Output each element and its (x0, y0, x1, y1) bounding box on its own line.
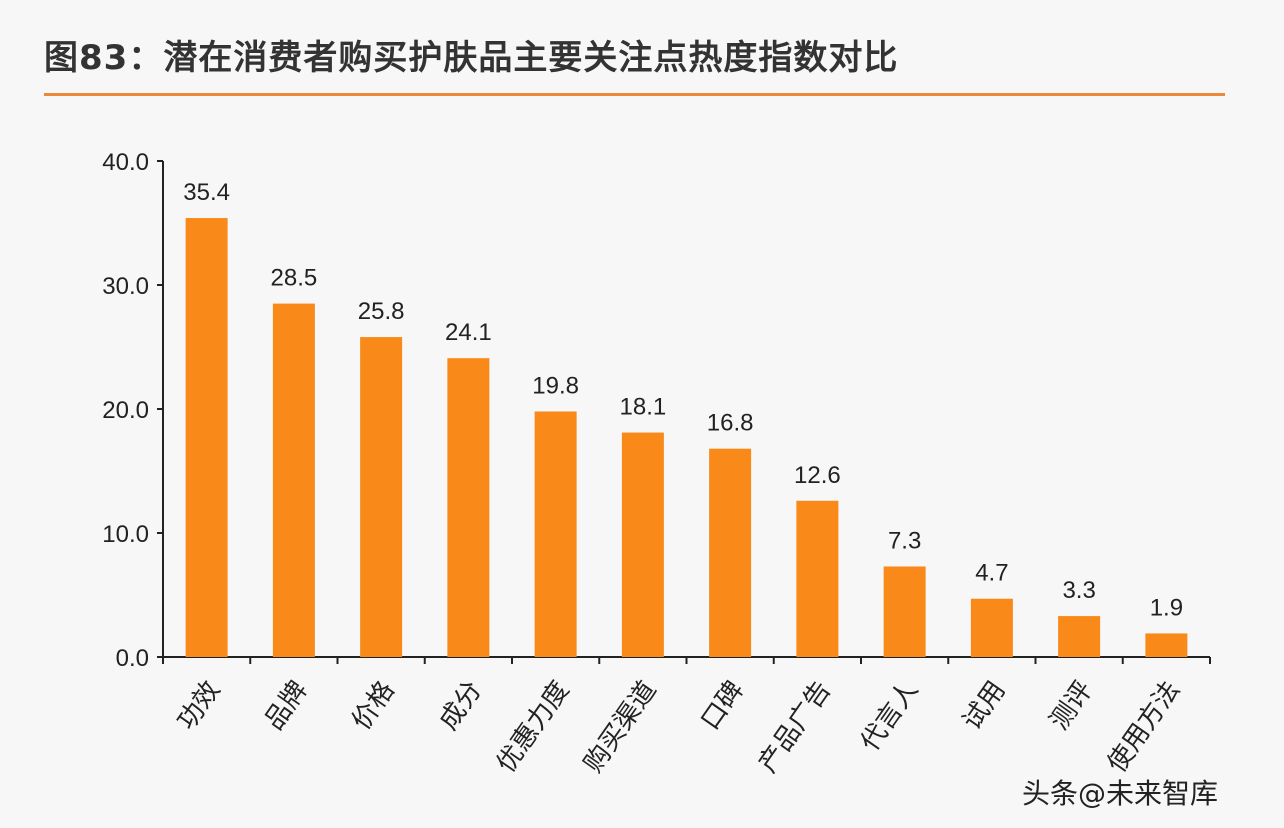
x-tick-label: 代言人 (855, 676, 924, 757)
x-tick-label: 购买渠道 (578, 676, 662, 778)
data-label: 12.6 (794, 462, 841, 489)
data-label: 19.8 (532, 372, 579, 399)
chart-title: 图83：潜在消费者购买护肤品主要关注点热度指数对比 (44, 38, 899, 78)
data-label: 35.4 (183, 179, 230, 206)
data-label: 18.1 (620, 394, 667, 421)
data-label: 24.1 (445, 319, 492, 346)
y-tick-label: 10.0 (102, 521, 149, 548)
x-tick-label: 试用 (957, 676, 1011, 736)
bar (970, 598, 1013, 657)
bar (534, 411, 577, 657)
x-tick-label: 功效 (172, 676, 226, 736)
data-label: 1.9 (1150, 594, 1183, 621)
watermark: 头条@未来智库 (1022, 777, 1219, 810)
x-tick-label: 成分 (434, 676, 488, 736)
y-tick-label: 20.0 (102, 397, 149, 424)
bar (1058, 616, 1101, 657)
x-tick-label: 品牌 (259, 676, 313, 736)
x-tick-label: 口碑 (695, 676, 749, 736)
data-label: 7.3 (888, 527, 921, 554)
data-label: 25.8 (358, 298, 405, 325)
y-tick-label: 0.0 (116, 645, 149, 672)
data-label: 4.7 (975, 560, 1008, 587)
bar (185, 218, 228, 658)
data-label: 16.8 (707, 410, 754, 437)
bar (360, 337, 403, 657)
x-tick-label: 价格 (346, 676, 400, 736)
bar (883, 566, 926, 657)
bar (796, 500, 839, 657)
data-label: 3.3 (1062, 577, 1095, 604)
bar (1145, 633, 1188, 657)
x-tick-label: 产品广告 (753, 676, 837, 778)
title-divider (44, 93, 1225, 96)
bar (272, 303, 315, 657)
x-tick-label: 测评 (1044, 676, 1098, 736)
x-tick-label: 使用方法 (1102, 676, 1186, 778)
data-label: 28.5 (271, 265, 318, 292)
y-tick-label: 30.0 (102, 273, 149, 300)
bar (447, 358, 490, 657)
bar (709, 448, 752, 657)
x-tick-label: 优惠力度 (491, 676, 575, 778)
y-tick-label: 40.0 (102, 149, 149, 176)
bar (621, 432, 664, 657)
